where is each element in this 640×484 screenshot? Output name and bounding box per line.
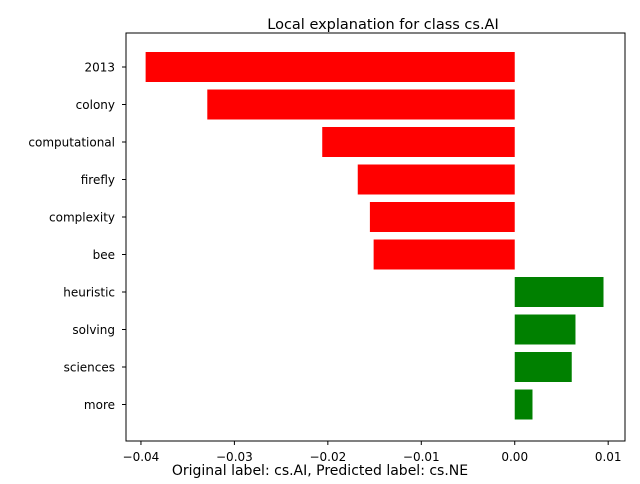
x-axis: −0.04 −0.03 −0.02 −0.01 0.00 0.01 — [123, 441, 622, 464]
bar-more — [514, 389, 533, 420]
bar-heuristic — [514, 277, 604, 307]
bar-complexity — [369, 202, 515, 232]
y-tick-label: more — [84, 398, 115, 412]
y-tick-label: computational — [28, 136, 115, 150]
bar-colony — [207, 89, 515, 120]
bar-solving — [514, 314, 576, 345]
y-axis: 2013 colony computational firefly complexity… — [28, 61, 126, 412]
y-tick-label: complexity — [49, 211, 115, 225]
y-tick-label: heuristic — [63, 286, 115, 300]
y-tick-label: solving — [72, 323, 115, 337]
chart-title: Local explanation for class cs.AI — [267, 17, 499, 33]
x-tick-label: −0.02 — [309, 450, 346, 464]
bar-sciences — [514, 352, 572, 382]
bar-2013 — [145, 52, 515, 82]
y-tick-label: 2013 — [84, 61, 115, 75]
plot-frame — [125, 32, 626, 442]
x-tick-label: −0.03 — [216, 450, 253, 464]
bar-computational — [322, 127, 515, 157]
bar-firefly — [357, 164, 515, 195]
y-tick-label: firefly — [81, 173, 115, 187]
bar-bee — [373, 239, 515, 270]
y-tick-label: colony — [76, 98, 115, 112]
x-tick-label: −0.01 — [403, 450, 440, 464]
x-tick-label: 0.00 — [501, 450, 528, 464]
y-tick-label: sciences — [64, 361, 115, 375]
y-tick-label: bee — [93, 248, 115, 262]
x-tick-label: −0.04 — [123, 450, 160, 464]
x-tick-label: 0.01 — [595, 450, 622, 464]
bars-group — [145, 52, 604, 420]
footer-label: Original label: cs.AI, Predicted label: … — [172, 463, 468, 479]
